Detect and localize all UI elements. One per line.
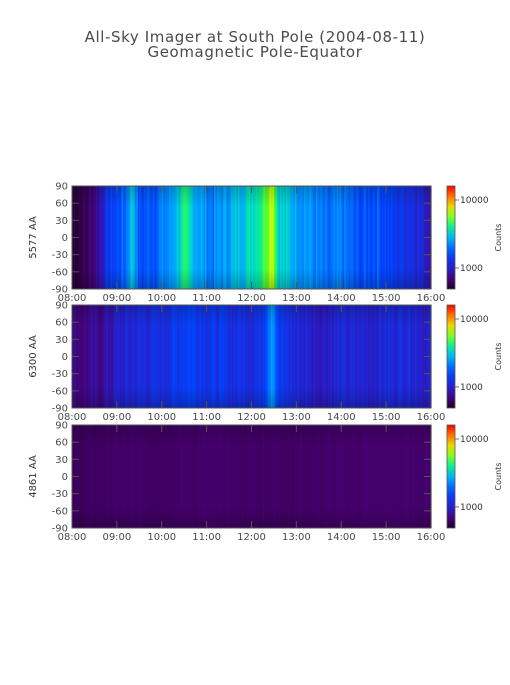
x-tick-label: 15:00 — [372, 293, 401, 304]
x-tick-label: 16:00 — [417, 293, 446, 304]
y-tick-label: 60 — [55, 318, 68, 329]
x-tick-label: 14:00 — [327, 532, 356, 543]
colorbar-tick-label: 1000 — [460, 264, 483, 274]
x-tick-label: 11:00 — [192, 293, 221, 304]
y-tick-label: 0 — [62, 233, 68, 244]
x-tick-label: 14:00 — [327, 293, 356, 304]
y-tick-label: 90 — [55, 301, 68, 312]
colorbar — [446, 424, 456, 529]
x-tick-label: 10:00 — [147, 412, 176, 423]
x-tick-label: 13:00 — [282, 532, 311, 543]
colorbar-tick-label: 1000 — [460, 503, 483, 513]
x-tick-label: 08:00 — [58, 293, 87, 304]
y-axis-label: 4861 AA — [28, 455, 39, 498]
heatmap-shading — [72, 305, 431, 408]
x-tick-label: 15:00 — [372, 532, 401, 543]
x-tick-label: 10:00 — [147, 532, 176, 543]
chart-subtitle: Geomagnetic Pole-Equator — [148, 43, 363, 61]
y-tick-label: 60 — [55, 199, 68, 210]
x-tick-label: 09:00 — [102, 532, 131, 543]
y-tick-label: -60 — [52, 267, 68, 278]
y-tick-label: -60 — [52, 506, 68, 517]
colorbar-label: Counts — [494, 343, 503, 371]
x-tick-label: 11:00 — [192, 412, 221, 423]
x-tick-label: 15:00 — [372, 412, 401, 423]
x-tick-label: 16:00 — [417, 412, 446, 423]
y-axis-label: 6300 AA — [28, 335, 39, 378]
y-tick-label: 90 — [55, 421, 68, 432]
x-tick-label: 12:00 — [237, 532, 266, 543]
y-tick-label: 30 — [55, 335, 68, 346]
colorbar-label: Counts — [494, 224, 503, 252]
chart-title: All-Sky Imager at South Pole (2004-08-11… — [85, 28, 426, 46]
colorbar-tick-label: 10000 — [460, 435, 489, 445]
y-tick-label: 90 — [55, 182, 68, 193]
x-tick-label: 08:00 — [58, 412, 87, 423]
x-tick-label: 11:00 — [192, 532, 221, 543]
x-tick-label: 14:00 — [327, 412, 356, 423]
y-tick-label: -30 — [52, 489, 68, 500]
y-tick-label: -90 — [52, 524, 68, 535]
x-tick-label: 09:00 — [102, 293, 131, 304]
y-axis-label: 5577 AA — [28, 216, 39, 259]
colorbar — [446, 185, 456, 290]
colorbar-tick-label: 10000 — [460, 196, 489, 206]
y-tick-label: -90 — [52, 285, 68, 296]
y-tick-label: -60 — [52, 386, 68, 397]
y-tick-label: 30 — [55, 216, 68, 227]
y-tick-label: -90 — [52, 404, 68, 415]
colorbar — [446, 304, 456, 409]
x-tick-label: 09:00 — [102, 412, 131, 423]
y-tick-label: -30 — [52, 250, 68, 261]
colorbar-tick-label: 1000 — [460, 383, 483, 393]
x-tick-label: 16:00 — [417, 532, 446, 543]
x-tick-label: 12:00 — [237, 293, 266, 304]
colorbar-label: Counts — [494, 463, 503, 491]
heatmap-shading — [72, 425, 431, 528]
colorbar-tick-label: 10000 — [460, 315, 489, 325]
x-tick-label: 12:00 — [237, 412, 266, 423]
x-tick-label: 13:00 — [282, 293, 311, 304]
y-tick-label: 60 — [55, 438, 68, 449]
y-tick-label: 0 — [62, 352, 68, 363]
heatmap-shading — [72, 186, 431, 289]
x-tick-label: 13:00 — [282, 412, 311, 423]
x-tick-label: 08:00 — [58, 532, 87, 543]
x-tick-label: 10:00 — [147, 293, 176, 304]
y-tick-label: -30 — [52, 369, 68, 380]
y-tick-label: 30 — [55, 455, 68, 466]
y-tick-label: 0 — [62, 472, 68, 483]
